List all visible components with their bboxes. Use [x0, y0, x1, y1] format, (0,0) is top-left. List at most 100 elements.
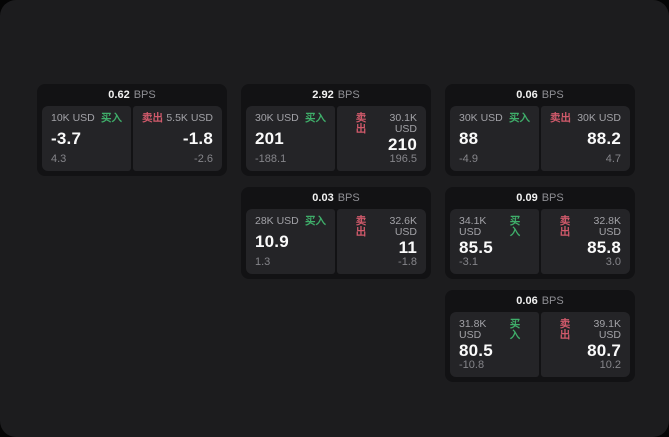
sell-tile-top: 卖出 39.1K USD [550, 319, 621, 340]
sell-tile-top: 卖出 30.1K USD [346, 113, 417, 134]
bps-unit-label: BPS [337, 192, 360, 204]
spread-value: 0.03 [312, 192, 334, 204]
buy-amount: 34.1K USD [459, 215, 487, 238]
spread-value: 0.62 [108, 89, 130, 101]
buy-price: 80.5 [459, 340, 493, 360]
spread-value: 0.06 [516, 89, 538, 101]
buy-button[interactable]: 买入 [509, 112, 530, 124]
buy-delta: -3.1 [459, 256, 478, 268]
sell-tile[interactable]: 卖出 32.8K USD 85.8 3.0 [541, 209, 630, 274]
sell-amount: 5.5K USD [166, 112, 213, 124]
price-card-body: 30K USD 买入 88 -4.9 卖出 30K USD 88.2 4.7 [450, 106, 630, 171]
sell-price: 88.2 [587, 129, 621, 149]
buy-price: 10.9 [255, 232, 289, 252]
sell-price: 80.7 [587, 340, 621, 360]
sell-tile-top: 卖出 32.8K USD [550, 216, 621, 237]
buy-amount: 31.8K USD [459, 318, 487, 341]
sell-tile[interactable]: 卖出 32.6K USD 11 -1.8 [337, 209, 426, 274]
sell-amount: 39.1K USD [593, 318, 621, 341]
buy-delta: 4.3 [51, 153, 67, 165]
price-card-body: 31.8K USD 买入 80.5 -10.8 卖出 39.1K USD 80.… [450, 312, 630, 377]
sell-tile-top: 卖出 30K USD [550, 113, 621, 124]
spread-header: 2.92 BPS [246, 84, 426, 106]
sell-button[interactable]: 卖出 [559, 318, 571, 341]
buy-tile[interactable]: 31.8K USD 买入 80.5 -10.8 [450, 312, 539, 377]
sell-tile-top: 卖出 5.5K USD [142, 113, 213, 124]
sell-tile[interactable]: 卖出 39.1K USD 80.7 10.2 [541, 312, 630, 377]
sell-button[interactable]: 卖出 [355, 112, 367, 135]
sell-button[interactable]: 卖出 [559, 215, 571, 238]
spread-value: 0.06 [516, 295, 538, 307]
sell-button[interactable]: 卖出 [142, 112, 163, 124]
sell-amount: 30.1K USD [389, 112, 417, 135]
buy-tile-top: 28K USD 买入 [255, 216, 326, 227]
price-card-body: 10K USD 买入 -3.7 4.3 卖出 5.5K USD -1.8 -2.… [42, 106, 222, 171]
buy-button[interactable]: 买入 [509, 318, 521, 341]
price-card: 0.03 BPS 28K USD 买入 10.9 1.3 卖出 32.6K US… [241, 187, 431, 279]
sell-delta: -1.8 [398, 256, 417, 268]
buy-tile-top: 34.1K USD 买入 [459, 216, 530, 237]
spread-header: 0.03 BPS [246, 187, 426, 209]
spread-header: 0.09 BPS [450, 187, 630, 209]
buy-tile-top: 10K USD 买入 [51, 113, 122, 124]
sell-amount: 32.8K USD [593, 215, 621, 238]
spread-value: 2.92 [312, 89, 334, 101]
cards-grid: 0.62 BPS 10K USD 买入 -3.7 4.3 卖出 5.5K USD… [37, 84, 635, 382]
bps-unit-label: BPS [541, 295, 564, 307]
buy-button[interactable]: 买入 [509, 215, 521, 238]
buy-delta: -4.9 [459, 153, 478, 165]
price-card-body: 28K USD 买入 10.9 1.3 卖出 32.6K USD 11 -1.8 [246, 209, 426, 274]
buy-delta: 1.3 [255, 256, 271, 268]
price-card: 0.06 BPS 30K USD 买入 88 -4.9 卖出 30K USD 8… [445, 84, 635, 176]
buy-tile-top: 30K USD 买入 [459, 113, 530, 124]
buy-delta: -188.1 [255, 153, 287, 165]
buy-amount: 30K USD [459, 112, 503, 124]
buy-tile-top: 30K USD 买入 [255, 113, 326, 124]
bps-unit-label: BPS [337, 89, 360, 101]
price-card-body: 34.1K USD 买入 85.5 -3.1 卖出 32.8K USD 85.8… [450, 209, 630, 274]
buy-amount: 28K USD [255, 215, 299, 227]
spread-value: 0.09 [516, 192, 538, 204]
buy-delta: -10.8 [459, 359, 485, 371]
buy-button[interactable]: 买入 [305, 112, 326, 124]
buy-tile-top: 31.8K USD 买入 [459, 319, 530, 340]
sell-button[interactable]: 卖出 [550, 112, 571, 124]
buy-price: 85.5 [459, 237, 493, 257]
bps-unit-label: BPS [133, 89, 156, 101]
sell-button[interactable]: 卖出 [355, 215, 367, 238]
sell-tile[interactable]: 卖出 30K USD 88.2 4.7 [541, 106, 630, 171]
sell-price: 85.8 [587, 237, 621, 257]
sell-delta: 10.2 [599, 359, 621, 371]
price-card: 0.62 BPS 10K USD 买入 -3.7 4.3 卖出 5.5K USD… [37, 84, 227, 176]
sell-delta: -2.6 [194, 153, 213, 165]
sell-tile[interactable]: 卖出 5.5K USD -1.8 -2.6 [133, 106, 222, 171]
bps-unit-label: BPS [541, 192, 564, 204]
sell-tile[interactable]: 卖出 30.1K USD 210 196.5 [337, 106, 426, 171]
sell-amount: 30K USD [577, 112, 621, 124]
sell-delta: 196.5 [389, 153, 417, 165]
buy-button[interactable]: 买入 [101, 112, 122, 124]
sell-tile-top: 卖出 32.6K USD [346, 216, 417, 237]
spread-header: 0.06 BPS [450, 290, 630, 312]
buy-price: -3.7 [51, 129, 82, 149]
sell-price: 11 [398, 237, 417, 257]
buy-price: 201 [255, 129, 284, 149]
buy-button[interactable]: 买入 [305, 215, 326, 227]
price-card-body: 30K USD 买入 201 -188.1 卖出 30.1K USD 210 1… [246, 106, 426, 171]
sell-delta: 3.0 [605, 256, 621, 268]
buy-tile[interactable]: 34.1K USD 买入 85.5 -3.1 [450, 209, 539, 274]
price-card: 2.92 BPS 30K USD 买入 201 -188.1 卖出 30.1K … [241, 84, 431, 176]
buy-tile[interactable]: 30K USD 买入 201 -188.1 [246, 106, 335, 171]
sell-price: -1.8 [182, 129, 213, 149]
buy-tile[interactable]: 30K USD 买入 88 -4.9 [450, 106, 539, 171]
sell-delta: 4.7 [605, 153, 621, 165]
sell-amount: 32.6K USD [389, 215, 417, 238]
spread-header: 0.06 BPS [450, 84, 630, 106]
buy-amount: 30K USD [255, 112, 299, 124]
sell-price: 210 [388, 134, 417, 154]
buy-tile[interactable]: 10K USD 买入 -3.7 4.3 [42, 106, 131, 171]
buy-tile[interactable]: 28K USD 买入 10.9 1.3 [246, 209, 335, 274]
buy-price: 88 [459, 129, 479, 149]
